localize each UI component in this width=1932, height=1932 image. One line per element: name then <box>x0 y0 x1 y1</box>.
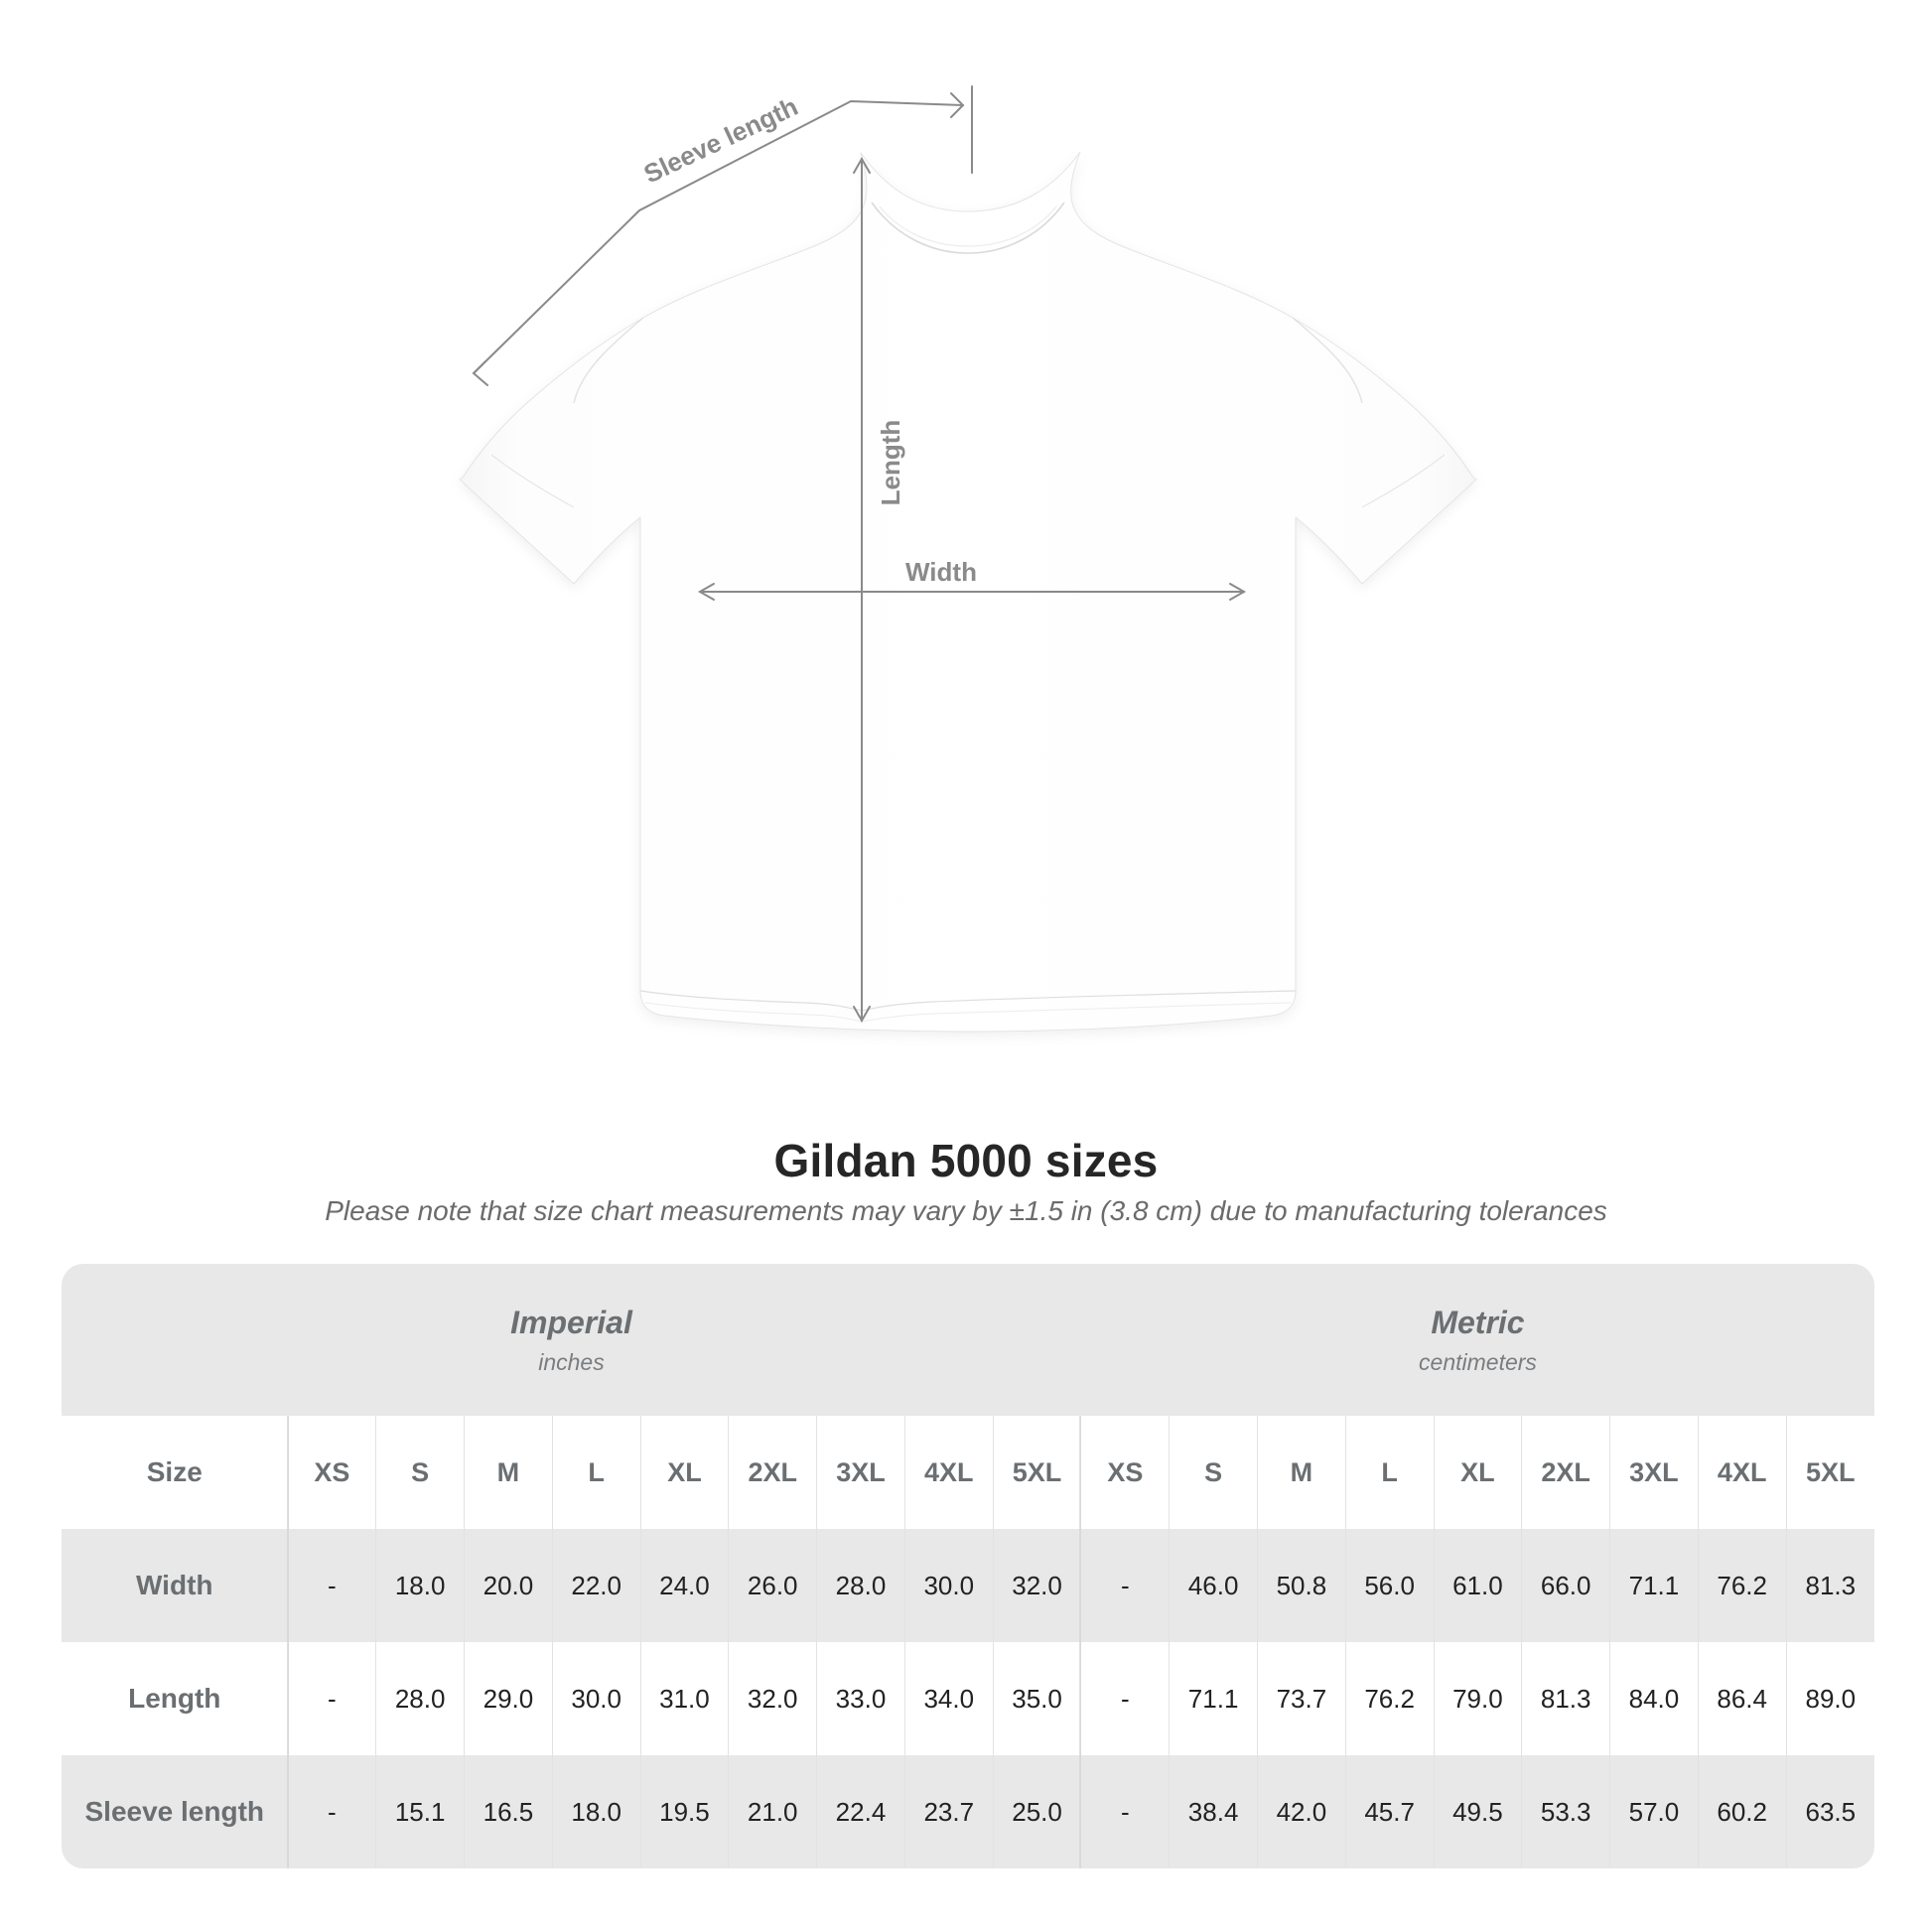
svg-text:Sleeve length: Sleeve length <box>639 91 802 190</box>
svg-text:Length: Length <box>876 420 905 506</box>
svg-text:Width: Width <box>905 557 977 587</box>
